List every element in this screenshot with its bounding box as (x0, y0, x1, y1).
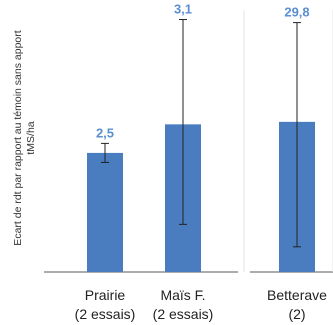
data-label-0-1: 3,1 (174, 2, 192, 17)
data-label-1-0: 29,8 (284, 5, 309, 20)
bar-0-0 (87, 152, 123, 272)
category-label-0-1-1: (2 essais) (153, 306, 214, 322)
data-label-0-0: 2,5 (96, 125, 114, 140)
category-label-1-0-0: Betterave (267, 287, 327, 303)
category-label-0-0-0: Prairie (85, 287, 126, 303)
category-label-0-0-1: (2 essais) (75, 306, 136, 322)
category-label-0-1-0: Maïs F. (160, 287, 205, 303)
category-label-1-0-1: (2) (288, 306, 305, 322)
